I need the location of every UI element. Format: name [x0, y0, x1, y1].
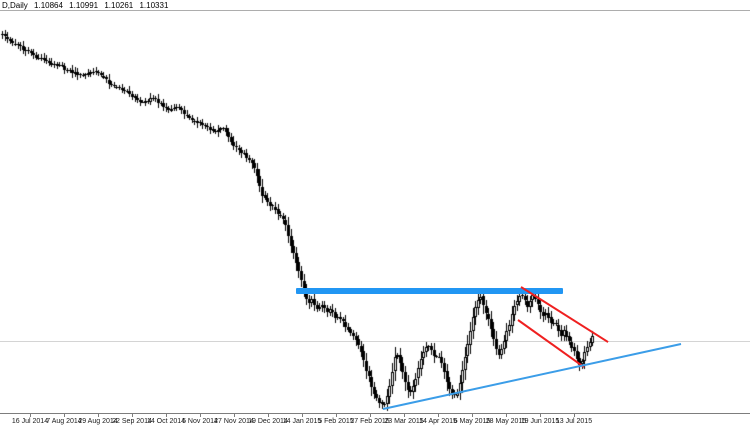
time-axis-label: 14 Jan 2015 [282, 418, 322, 425]
time-axis-label: 27 Feb 2015 [350, 418, 390, 425]
time-axis-label: 16 Jul 2014 [11, 418, 49, 425]
time-axis-label: 22 Sep 2014 [112, 418, 152, 425]
time-axis-tick [200, 414, 201, 417]
time-axis-tick [540, 414, 541, 417]
time-axis-tick [404, 414, 405, 417]
time-axis-label: 7 Aug 2014 [46, 418, 82, 425]
ohlc-close-value: 1.10331 [139, 1, 169, 10]
time-axis-tick [132, 414, 133, 417]
ohlc-low-value: 1.10261 [104, 1, 134, 10]
time-axis-tick [166, 414, 167, 417]
time-axis-label: 5 Nov 2014 [182, 418, 218, 425]
header-divider [0, 10, 750, 11]
symbol-period-label: D,Daily [2, 1, 28, 10]
time-axis-tick [438, 414, 439, 417]
time-axis-label: 6 May 2015 [453, 418, 491, 425]
time-axis-tick [506, 414, 507, 417]
time-axis-label: 14 Oct 2014 [146, 418, 186, 425]
time-axis-label: 19 Dec 2014 [248, 418, 288, 425]
time-axis-label: 5 Feb 2015 [318, 418, 354, 425]
time-axis-tick [98, 414, 99, 417]
time-axis-tick [336, 414, 337, 417]
chart-title-bar: D,Daily 1.10864 1.10991 1.10261 1.10331 [2, 1, 172, 10]
time-axis-line [0, 413, 750, 414]
time-axis-tick [234, 414, 235, 417]
time-axis-label: 23 Mar 2015 [384, 418, 424, 425]
time-axis-tick [370, 414, 371, 417]
time-axis-label: 19 Jun 2015 [520, 418, 560, 425]
time-axis-label: 27 Nov 2014 [214, 418, 254, 425]
time-axis-label: 14 Apr 2015 [419, 418, 457, 425]
ohlc-open-value: 1.10864 [34, 1, 63, 10]
resistance-zone-line[interactable] [296, 288, 563, 294]
time-axis-label: 28 May 2015 [485, 418, 527, 425]
time-axis-label: 29 Aug 2014 [78, 418, 118, 425]
ohlc-high-value: 1.10991 [69, 1, 99, 10]
time-axis-label: 13 Jul 2015 [555, 418, 593, 425]
time-axis-tick [268, 414, 269, 417]
time-axis-tick [64, 414, 65, 417]
time-axis-tick [302, 414, 303, 417]
time-axis[interactable]: 16 Jul 2014 7 Aug 2014 29 Aug 2014 22 Sep 2… [0, 413, 750, 430]
time-axis-tick [30, 414, 31, 417]
time-axis-tick [472, 414, 473, 417]
time-axis-tick [574, 414, 575, 417]
